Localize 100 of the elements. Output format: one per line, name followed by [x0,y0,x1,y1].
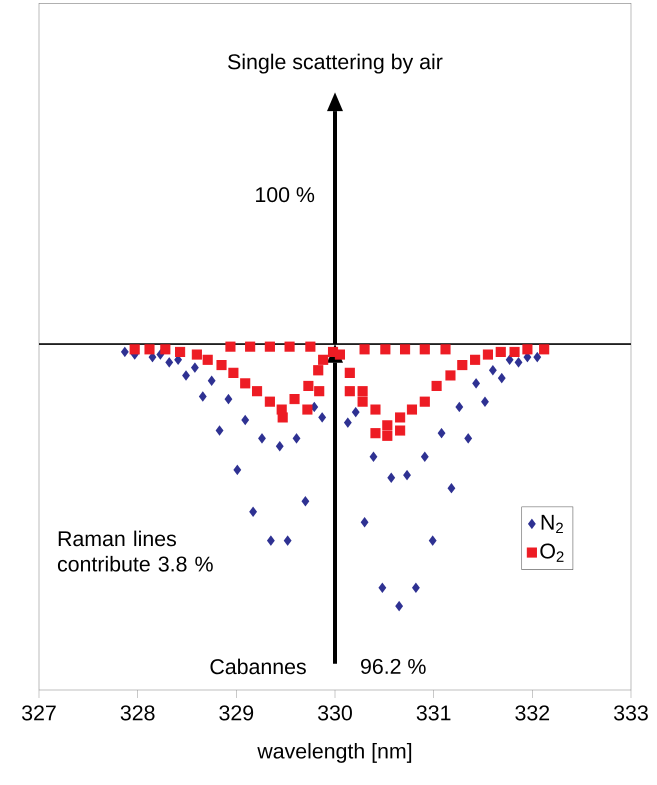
point [334,349,346,360]
point [318,354,328,365]
point [241,414,250,426]
x-tick-label: 329 [219,705,254,720]
text: Cabannes [210,658,306,674]
point [395,412,406,422]
point [360,344,370,354]
point [440,344,451,354]
point [488,365,497,376]
text: 96.2 % [361,658,426,674]
point [344,368,355,378]
point [208,376,216,386]
point [240,378,250,388]
point [406,404,418,415]
point [303,380,314,392]
point [395,601,404,612]
point [360,517,368,528]
point [438,428,446,438]
point [370,428,381,438]
point [276,441,284,452]
point [302,404,312,415]
x-tick-label: 333 [614,705,648,720]
point [472,378,480,388]
point [245,342,256,352]
point [284,342,295,352]
point [395,425,406,436]
point [506,354,514,365]
point [252,386,262,396]
point [481,396,489,407]
point [165,357,174,368]
point [400,344,410,354]
point [264,396,275,407]
x-tick-label: 332 [515,705,550,720]
point [130,344,140,354]
point [313,365,324,376]
point [305,342,316,352]
point [216,360,227,370]
point [182,370,190,381]
point [539,344,550,354]
point [370,404,381,415]
point [264,342,275,352]
point [225,342,236,352]
point [120,346,129,357]
legend-label: N$_{2}$ [542,514,563,534]
point [302,496,310,506]
point [455,402,464,412]
annotation: Raman lines contribute 3.8 % [58,530,213,572]
point [344,386,355,396]
point [314,386,324,396]
legend-label: O$_{2}$ [540,543,564,562]
point [344,418,352,428]
point [378,582,386,593]
x-tick-label: 328 [120,705,155,720]
point [382,430,392,441]
point [352,407,360,418]
point [382,420,392,430]
point [228,368,238,378]
point [249,506,257,517]
point [464,433,472,444]
point [175,346,186,357]
point [144,344,155,354]
point [284,536,292,546]
point [258,433,266,444]
point [412,582,420,593]
point [420,396,430,407]
point [533,352,542,362]
point [233,464,242,475]
point [510,346,520,357]
text: Single scattering by air [228,54,443,74]
x-axis-title: wavelength [nm] [257,742,412,763]
point [498,373,506,384]
point [387,472,396,483]
point [358,386,368,396]
point [160,344,170,354]
point [457,360,468,370]
point [191,362,199,373]
point [358,396,368,407]
x-tick-label: 327 [22,705,56,720]
point [420,452,429,462]
point [428,536,437,546]
point [482,349,493,360]
point [445,370,456,381]
point [202,354,213,365]
text: 100 % [256,187,314,202]
point [420,344,430,354]
x-tick-label: 331 [416,705,450,720]
point [370,452,378,462]
point [216,425,224,436]
point [267,536,275,546]
point [278,412,288,422]
point [380,344,390,354]
point [403,470,411,480]
point [514,357,522,368]
point [496,346,506,357]
point [470,354,480,365]
point [522,344,532,354]
point [192,349,202,360]
point [289,394,300,404]
point [318,412,326,422]
x-tick-label: 330 [318,705,352,720]
